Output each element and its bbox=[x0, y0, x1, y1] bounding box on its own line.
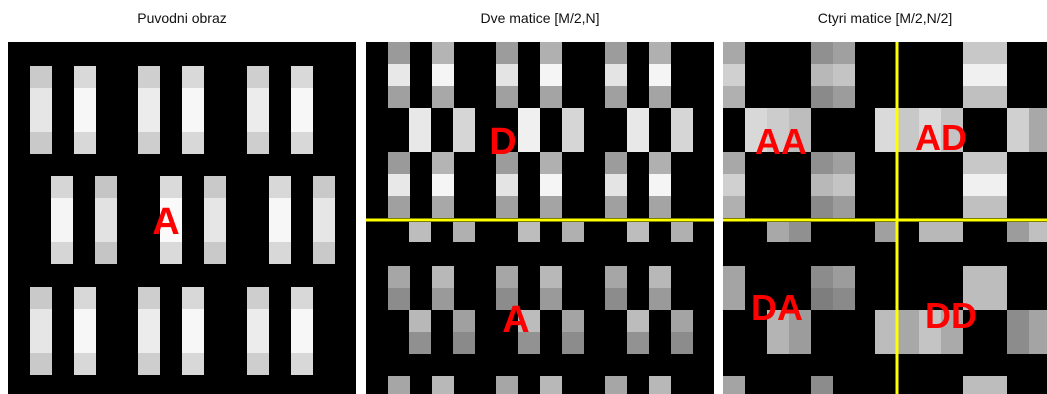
label-dd: DD bbox=[925, 295, 977, 336]
label-aa: AA bbox=[755, 121, 807, 162]
label-a: A bbox=[502, 299, 529, 341]
aa-quadrant bbox=[723, 42, 855, 218]
dd-quadrant bbox=[875, 222, 1047, 394]
label-d: D bbox=[489, 121, 516, 163]
label-ad: AD bbox=[915, 117, 967, 158]
panel-title-four-matrices: Ctyri matice [M/2,N/2] bbox=[817, 10, 953, 26]
four-matrices-image: AA AD DA DD bbox=[723, 42, 1047, 394]
panel-two-matrices: D A bbox=[366, 42, 714, 394]
panel-four-matrices: AA AD DA DD bbox=[723, 42, 1047, 394]
two-matrices-image: D A bbox=[366, 42, 714, 394]
da-quadrant bbox=[723, 222, 855, 394]
original-image: A bbox=[30, 66, 336, 375]
panel-title-original: Puvodni obraz bbox=[137, 10, 227, 26]
panel-title-two-matrices: Dve matice [M/2,N] bbox=[480, 10, 600, 26]
panel-original: A bbox=[8, 42, 356, 394]
original-bars bbox=[30, 66, 335, 375]
approx-half-blocks bbox=[388, 222, 693, 394]
label-da: DA bbox=[751, 287, 803, 328]
ad-quadrant bbox=[875, 42, 1047, 218]
label-a: A bbox=[152, 201, 179, 243]
detail-half-blocks bbox=[388, 42, 693, 218]
